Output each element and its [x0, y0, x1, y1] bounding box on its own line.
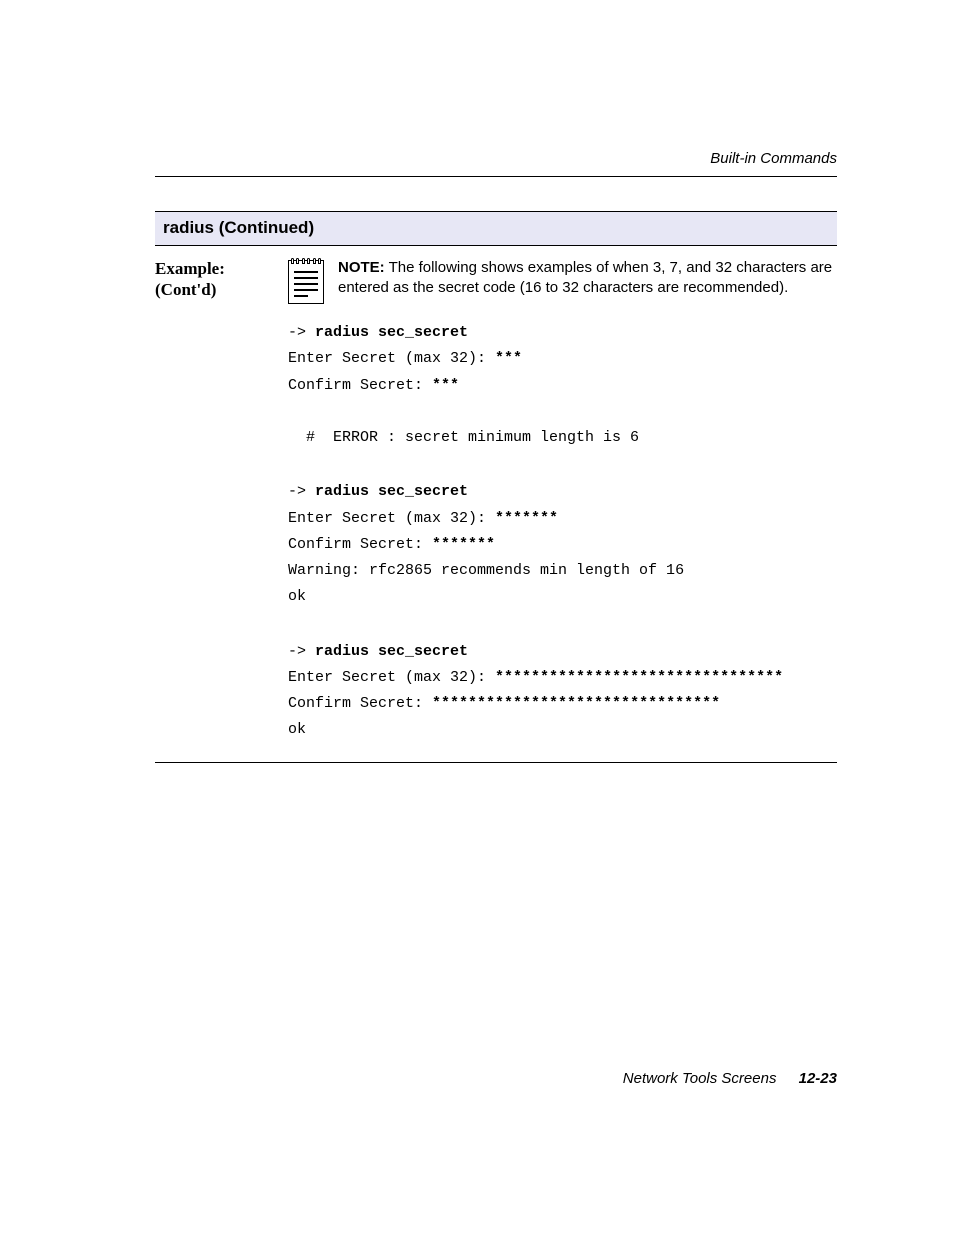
row-content: NOTE: The following shows examples of wh…	[288, 246, 837, 744]
terminal-example: -> radius sec_secret Enter Secret (max 3…	[288, 639, 837, 744]
row-label-line: Example:	[155, 258, 288, 279]
section-body: Example: (Cont'd) NOTE: The following sh…	[155, 246, 837, 763]
row-label: Example: (Cont'd)	[155, 246, 288, 744]
terminal-example: -> radius sec_secret Enter Secret (max 3…	[288, 479, 837, 610]
page: Built-in Commands radius (Continued) Exa…	[0, 0, 954, 1235]
row-label-line: (Cont'd)	[155, 279, 288, 300]
running-header: Built-in Commands	[710, 150, 837, 167]
header-rule	[155, 176, 837, 177]
footer-title: Network Tools Screens	[623, 1070, 777, 1087]
section-title: radius (Continued)	[155, 211, 837, 246]
note-lead: NOTE:	[338, 259, 385, 276]
page-footer: Network Tools Screens 12-23	[623, 1070, 837, 1087]
note-text: NOTE: The following shows examples of wh…	[338, 258, 837, 299]
section: radius (Continued) Example: (Cont'd) NOT…	[155, 211, 837, 763]
footer-page-number: 12-23	[799, 1070, 837, 1087]
note-block: NOTE: The following shows examples of wh…	[288, 258, 837, 304]
notepad-icon	[288, 260, 324, 304]
terminal-example: -> radius sec_secret Enter Secret (max 3…	[288, 320, 837, 451]
note-body: The following shows examples of when 3, …	[338, 259, 832, 296]
